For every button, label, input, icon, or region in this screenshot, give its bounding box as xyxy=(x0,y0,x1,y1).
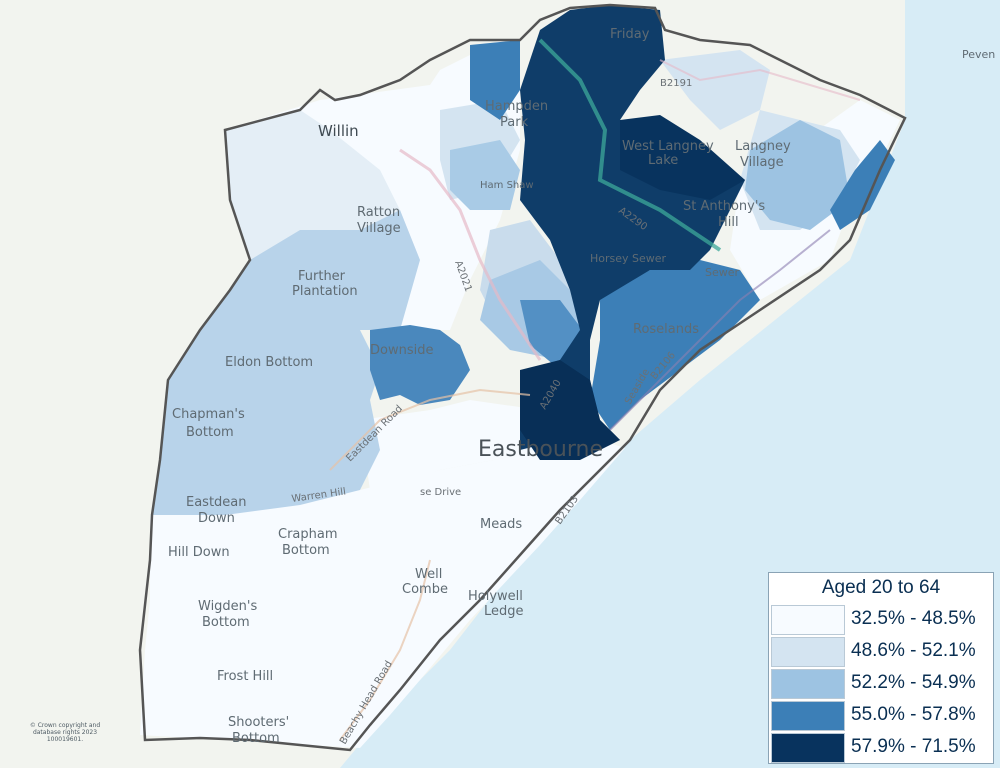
label-stanthony-2: Hill xyxy=(718,215,739,230)
label-shooters-2: Bottom xyxy=(232,731,280,746)
area-band3-north[interactable] xyxy=(450,140,520,210)
label-shooters-1: Shooters' xyxy=(228,715,289,730)
legend-swatch-5 xyxy=(771,733,845,763)
label-wigdens-1: Wigden's xyxy=(198,599,257,614)
area-band4-north[interactable] xyxy=(470,40,520,120)
label-langney-village-1: Langney xyxy=(735,139,791,154)
label-friday: Friday xyxy=(610,27,650,42)
road-label-paradise-drive: se Drive xyxy=(420,487,461,498)
label-meads: Meads xyxy=(480,517,522,532)
legend-title: Aged 20 to 64 xyxy=(821,577,941,598)
area-band5-langney[interactable] xyxy=(620,115,745,200)
map-legend: Aged 20 to 64 32.5% - 48.5% 48.6% - 52.1… xyxy=(768,572,994,764)
label-ham-shaw: Ham Shaw xyxy=(480,180,534,191)
label-well-combe-2: Combe xyxy=(402,582,448,597)
label-holywell-2: Ledge xyxy=(484,604,524,619)
label-crumbles-sewer: Sewer xyxy=(705,266,740,279)
area-band4-eastfringe[interactable] xyxy=(830,140,895,230)
area-band4-roselands[interactable] xyxy=(590,260,760,430)
legend-label-1: 32.5% - 48.5% xyxy=(851,608,976,629)
label-further-1: Further xyxy=(298,269,346,284)
area-band2-west[interactable] xyxy=(225,110,400,260)
label-ratton-1: Ratton xyxy=(357,205,400,220)
road-label-b2191: B2191 xyxy=(660,78,692,89)
label-frost-hill: Frost Hill xyxy=(217,669,273,684)
label-eastbourne: Eastbourne xyxy=(478,437,603,462)
label-hampden-2: Park xyxy=(500,115,529,130)
legend-swatch-3 xyxy=(771,669,845,699)
label-chapmans-1: Chapman's xyxy=(172,407,245,422)
label-langney-village-2: Village xyxy=(740,155,784,170)
area-band1-south[interactable] xyxy=(140,440,625,748)
label-willingdon: Willin xyxy=(318,122,359,140)
legend-item-2: 48.6% - 52.1% xyxy=(771,637,991,667)
label-crapham-2: Bottom xyxy=(282,543,330,558)
legend-label-2: 48.6% - 52.1% xyxy=(851,640,976,661)
road-a22 xyxy=(399,148,542,361)
road-north xyxy=(659,59,861,101)
legend-swatch-2 xyxy=(771,637,845,667)
legend-item-4: 55.0% - 57.8% xyxy=(771,701,991,731)
area-band2-north[interactable] xyxy=(660,50,770,130)
label-eastdean-1: Eastdean xyxy=(186,495,247,510)
label-eldon-bottom: Eldon Bottom xyxy=(225,355,313,370)
district-boundary xyxy=(138,3,907,752)
copyright-notice: © Crown copyright and database rights 20… xyxy=(29,722,101,743)
label-further-2: Plantation xyxy=(292,284,358,299)
legend-swatch-1 xyxy=(771,605,845,635)
label-pevensey: Peven xyxy=(962,48,995,61)
label-langney-lake: Lake xyxy=(648,153,678,168)
road-a2290 xyxy=(538,38,722,252)
legend-swatch-4 xyxy=(771,701,845,731)
label-eastdean-2: Down xyxy=(198,511,235,526)
road-eastdean xyxy=(329,388,531,471)
label-wigdens-2: Bottom xyxy=(202,615,250,630)
area-band4-downside[interactable] xyxy=(370,325,470,405)
label-hampden-1: Hampden xyxy=(485,99,548,114)
legend-label-5: 57.9% - 71.5% xyxy=(851,736,976,757)
label-west-langney: West Langney xyxy=(622,139,714,154)
legend-item-5: 57.9% - 71.5% xyxy=(771,733,991,763)
label-roselands: Roselands xyxy=(633,322,699,337)
area-band5-core[interactable] xyxy=(520,5,745,450)
label-chapmans-2: Bottom xyxy=(186,425,234,440)
label-stanthony-1: St Anthony's xyxy=(683,199,765,214)
label-crapham-1: Crapham xyxy=(278,527,338,542)
label-ratton-2: Village xyxy=(357,221,401,236)
area-band3-stanthony[interactable] xyxy=(745,120,850,230)
legend-item-1: 32.5% - 48.5% xyxy=(771,605,991,635)
label-well-combe-1: Well xyxy=(415,567,442,582)
road-beachy xyxy=(339,559,431,741)
legend-label-4: 55.0% - 57.8% xyxy=(851,704,976,725)
area-band5-southcore[interactable] xyxy=(520,360,620,460)
legend-label-3: 52.2% - 54.9% xyxy=(851,672,976,693)
legend-item-3: 52.2% - 54.9% xyxy=(771,669,991,699)
label-downside: Downside xyxy=(370,343,433,358)
road-seafront xyxy=(609,229,831,431)
area-band3-downland[interactable] xyxy=(152,210,420,515)
label-hill-down: Hill Down xyxy=(168,545,230,560)
label-holywell-1: Holywell xyxy=(468,589,523,604)
label-horsey-sewer: Horsey Sewer xyxy=(590,252,667,265)
